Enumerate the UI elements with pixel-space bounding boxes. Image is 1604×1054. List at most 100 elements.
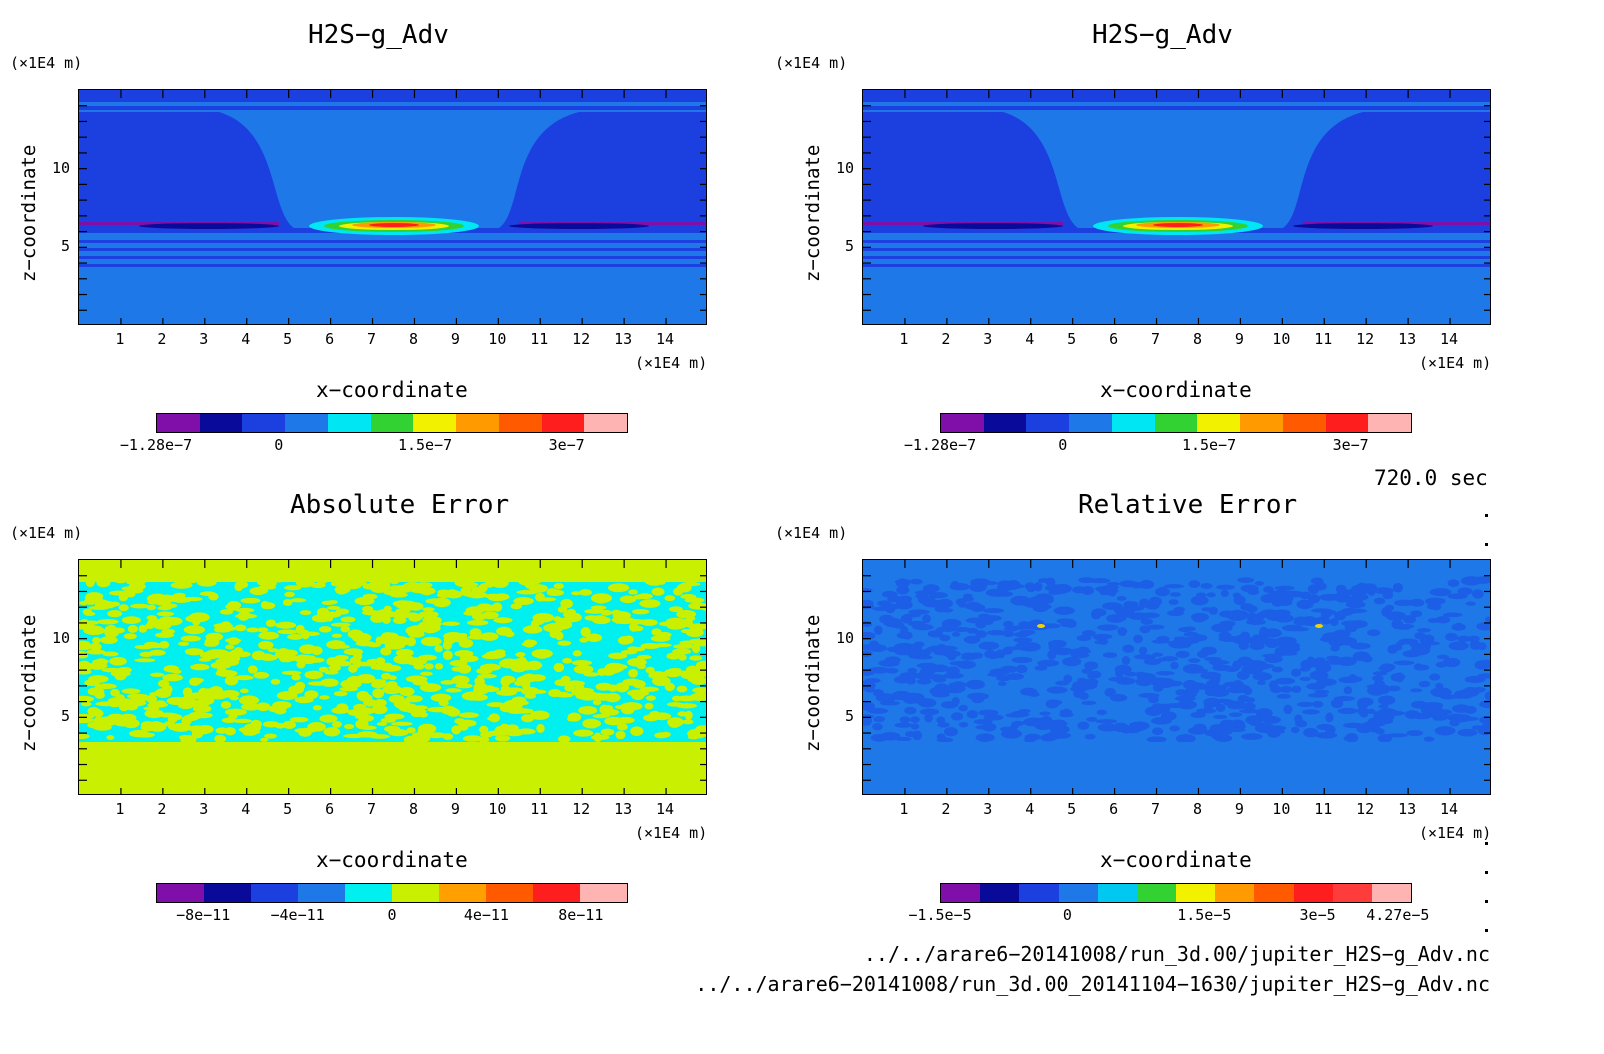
contour-region <box>652 643 672 648</box>
x-unit-label: (×1E4 m) <box>1419 824 1492 842</box>
contour-region <box>355 640 375 647</box>
contour-region <box>600 728 615 736</box>
contour-region <box>154 700 166 705</box>
contour-region <box>899 716 911 723</box>
contour-region <box>107 610 123 618</box>
contour-region <box>982 608 1005 614</box>
contour-region <box>362 605 374 613</box>
contour-region <box>682 618 693 628</box>
contour-region <box>590 605 607 610</box>
contour-region <box>978 641 1000 651</box>
contour-region <box>287 633 304 640</box>
contour-region <box>304 670 324 680</box>
contour-region <box>239 688 249 694</box>
contour-region <box>87 687 105 696</box>
y-unit-label: (×1E4 m) <box>775 524 848 542</box>
contour-region <box>1038 578 1050 583</box>
contour-region <box>1330 645 1340 652</box>
contour-region <box>607 583 630 593</box>
contour-region <box>1260 594 1277 604</box>
y-tick-label: 10 <box>51 628 70 647</box>
contour-region <box>692 687 706 694</box>
contour-region <box>314 571 326 579</box>
colorbar-swatch <box>1325 414 1369 432</box>
contour-region <box>418 610 439 618</box>
contour-region <box>956 660 976 669</box>
contour-region <box>1000 726 1018 732</box>
contour-region <box>1387 644 1403 652</box>
contour-region <box>1247 717 1262 725</box>
contour-region <box>1188 580 1201 588</box>
contour-region <box>1096 709 1108 716</box>
x-axis-label: x−coordinate <box>316 848 468 872</box>
colorbar-swatch <box>1371 884 1412 902</box>
contour-region <box>1265 640 1280 649</box>
x-tick-label: 1 <box>899 330 909 348</box>
contour-region <box>1326 655 1340 661</box>
contour-cell <box>79 742 706 794</box>
contour-region <box>1274 677 1296 685</box>
contour-region <box>951 632 961 637</box>
contour-region <box>1430 687 1452 698</box>
contour-region <box>257 585 277 590</box>
contour-region <box>1062 657 1082 667</box>
contour-region <box>1333 695 1356 702</box>
contour-region <box>370 663 388 670</box>
contour-region <box>1378 704 1389 709</box>
contour-region <box>1409 641 1420 649</box>
contour-region <box>170 568 191 576</box>
contour-region <box>1315 662 1332 673</box>
contour-region <box>676 685 688 693</box>
contour-region <box>1070 648 1092 655</box>
contour-region <box>1019 642 1041 652</box>
contour-region <box>645 695 656 701</box>
contour-cell <box>79 264 706 267</box>
contour-region <box>941 623 957 628</box>
contour-region <box>1047 650 1057 660</box>
contour-region <box>973 719 993 725</box>
contour-region <box>1195 708 1217 714</box>
contour-region <box>1335 594 1348 603</box>
contour-region <box>1233 595 1246 605</box>
contour-region <box>1271 666 1283 673</box>
contour-region <box>441 621 460 626</box>
contour-region <box>1303 727 1319 738</box>
contour-region <box>500 684 510 694</box>
contour-region <box>406 727 416 734</box>
contour-region <box>1421 702 1444 709</box>
x-tick-label: 13 <box>614 800 633 818</box>
contour-region <box>1213 714 1228 720</box>
contour-region <box>447 635 460 641</box>
contour-region <box>516 589 539 595</box>
contour-region <box>1135 677 1153 687</box>
contour-region <box>609 570 618 581</box>
contour-region <box>172 669 182 674</box>
contour-region <box>679 640 696 645</box>
contour-region <box>1232 680 1244 689</box>
contour-region <box>471 586 481 597</box>
contour-region <box>639 599 661 608</box>
contour-region <box>190 677 203 685</box>
contour-region <box>1414 632 1426 640</box>
contour-region <box>1184 626 1196 632</box>
contour-region <box>164 721 176 727</box>
x-unit-label: (×1E4 m) <box>635 824 708 842</box>
colorbar-swatch <box>439 884 486 902</box>
contour-region <box>455 683 473 689</box>
contour-region <box>177 641 190 646</box>
contour-region <box>256 577 266 586</box>
contour-region <box>532 612 555 623</box>
contour-region <box>1429 673 1441 681</box>
contour-region <box>965 617 987 624</box>
contour-region <box>1037 659 1060 667</box>
contour-region <box>197 578 217 587</box>
contour-region <box>864 678 881 684</box>
contour-region <box>1295 720 1308 728</box>
colorbar-tick-label: −1.28e−7 <box>119 436 193 454</box>
contour-region <box>110 688 120 697</box>
contour-region <box>182 697 194 707</box>
contour-region <box>479 736 490 744</box>
contour-region <box>936 733 946 740</box>
contour-region <box>389 592 408 598</box>
contour-region <box>579 637 589 643</box>
